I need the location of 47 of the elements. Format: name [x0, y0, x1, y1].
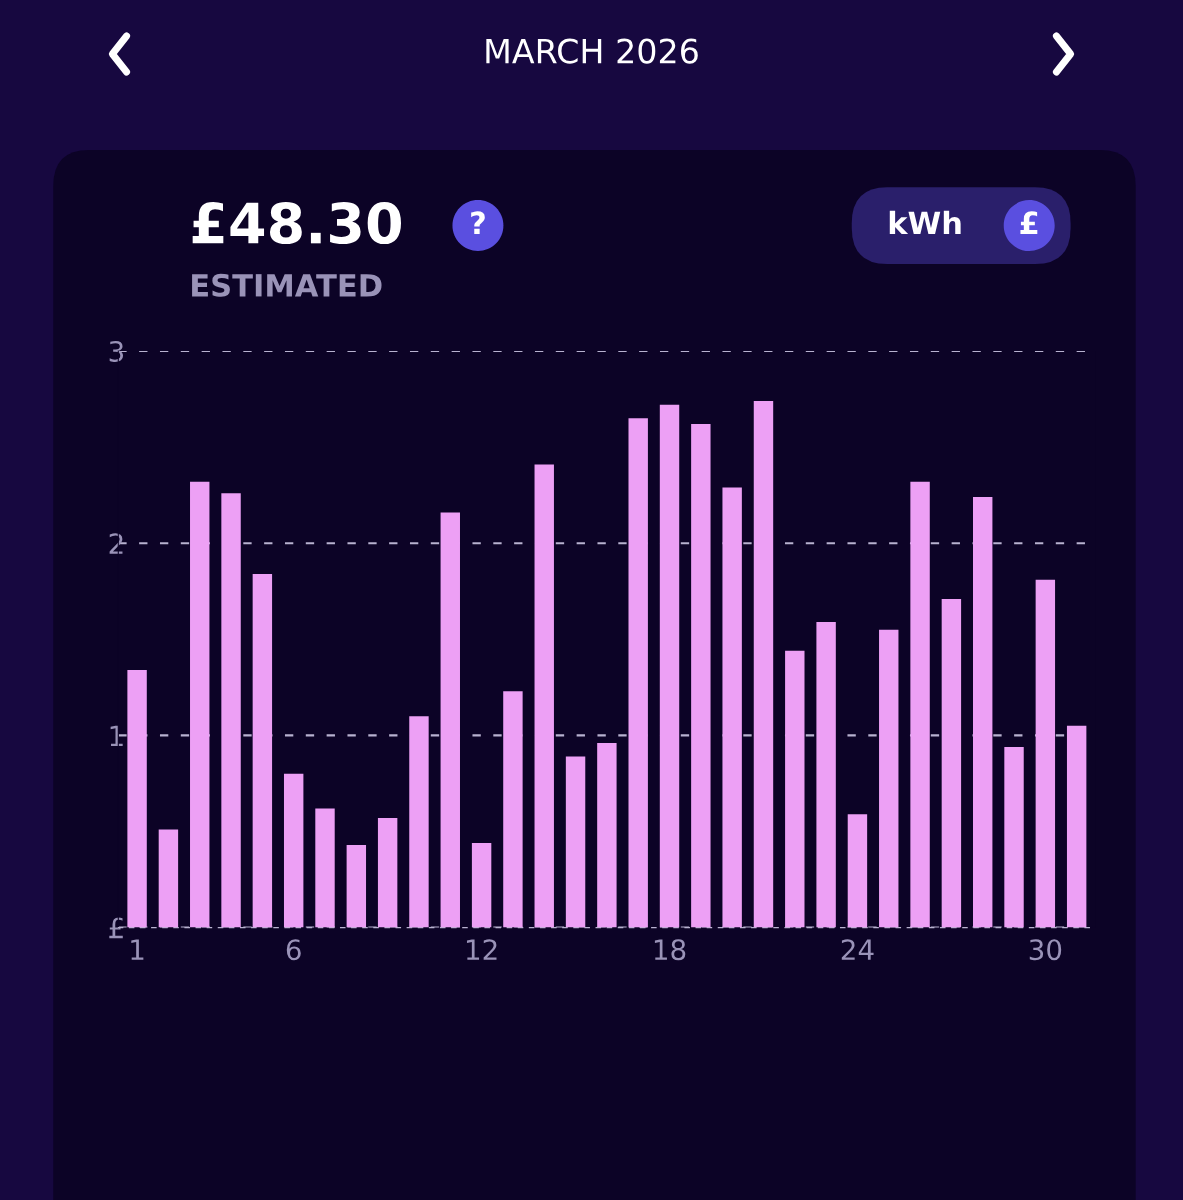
bar [127, 670, 147, 928]
x-tick-label: 1 [131, 939, 144, 960]
bar [597, 743, 617, 928]
bar [659, 404, 680, 928]
bar [753, 400, 774, 928]
bar [190, 481, 210, 928]
bar [973, 497, 993, 928]
x-tick-label: 24 [841, 939, 874, 960]
chart-title: MARCH 2026 [486, 38, 698, 64]
bar [691, 424, 711, 928]
bar [503, 691, 523, 928]
bar [941, 598, 962, 928]
bar [1004, 746, 1024, 928]
bar [722, 487, 742, 928]
bar [283, 773, 304, 928]
bar [346, 844, 367, 928]
bar [1035, 579, 1056, 928]
bar [534, 464, 554, 928]
bar [252, 573, 273, 928]
bar [158, 829, 179, 928]
bar [565, 756, 586, 928]
bar [628, 418, 648, 928]
y-tick-label: 2 [109, 533, 123, 554]
text: £ [1020, 211, 1038, 235]
bar [221, 493, 241, 928]
bar [315, 808, 335, 928]
bar [377, 818, 398, 928]
text: ? [471, 211, 485, 235]
text: ESTIMATED [192, 273, 382, 297]
y-tick-label: 1 [110, 725, 123, 746]
x-tick-label: 30 [1029, 939, 1062, 961]
bar [785, 650, 805, 928]
bar [440, 512, 460, 928]
bar [847, 814, 868, 928]
bar [1066, 725, 1087, 928]
x-tick-label: 6 [286, 939, 301, 961]
bar [879, 629, 899, 928]
bar [409, 716, 429, 928]
bar [910, 481, 930, 928]
chart-subtitle: £48.30 [192, 202, 402, 245]
y-tick-label: £ [109, 917, 123, 939]
x-tick-label: 18 [654, 939, 686, 961]
text: kWh [889, 210, 961, 235]
y-tick-label: 3 [109, 340, 124, 362]
bar [471, 843, 492, 928]
x-tick-label: 12 [466, 939, 497, 960]
bar [816, 622, 836, 928]
